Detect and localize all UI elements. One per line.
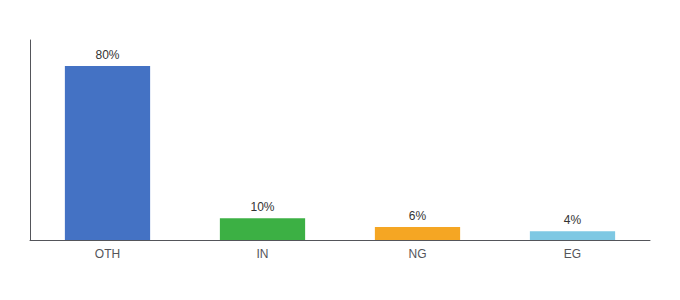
svg-text:IN: IN: [257, 247, 269, 261]
svg-text:NG: NG: [409, 247, 427, 261]
svg-text:6%: 6%: [409, 209, 427, 223]
svg-text:OTH: OTH: [95, 247, 120, 261]
svg-text:80%: 80%: [95, 48, 119, 62]
svg-text:EG: EG: [564, 247, 581, 261]
svg-text:4%: 4%: [564, 213, 582, 227]
svg-text:10%: 10%: [250, 200, 274, 214]
